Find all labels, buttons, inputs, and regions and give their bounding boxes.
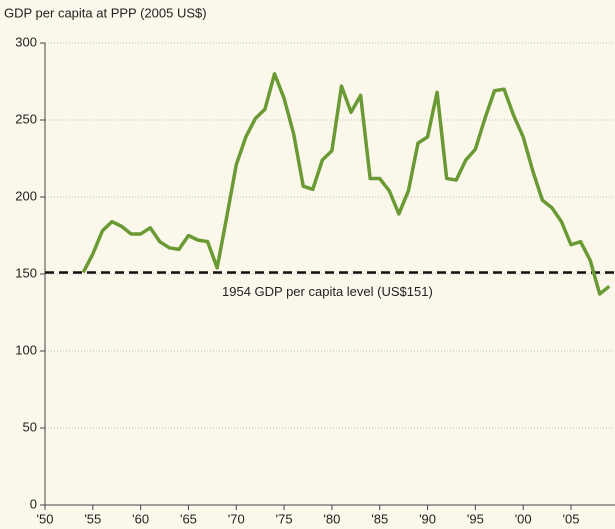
x-tick-label: '05 <box>563 511 580 526</box>
x-tick-label: '80 <box>323 511 340 526</box>
y-tick-label: 0 <box>30 496 37 511</box>
y-axis-label: GDP per capita at PPP (2005 US$) <box>4 5 207 20</box>
x-tick-label: '55 <box>84 511 101 526</box>
x-tick-label: '70 <box>228 511 245 526</box>
x-tick-label: '50 <box>37 511 54 526</box>
y-tick-label: 200 <box>15 188 37 203</box>
y-tick-label: 300 <box>15 34 37 49</box>
y-tick-label: 150 <box>15 265 37 280</box>
annotation: 1954 GDP per capita level (US$151) <box>222 284 433 299</box>
x-tick-label: '60 <box>132 511 149 526</box>
x-tick-label: '85 <box>371 511 388 526</box>
x-tick-label: '00 <box>515 511 532 526</box>
x-tick-label: '75 <box>276 511 293 526</box>
x-tick-label: '65 <box>180 511 197 526</box>
x-tick-label: '90 <box>419 511 436 526</box>
data-line <box>81 72 611 296</box>
y-tick-label: 50 <box>23 419 37 434</box>
y-tick-label: 250 <box>15 111 37 126</box>
y-tick-label: 100 <box>15 342 37 357</box>
x-tick-label: '95 <box>467 511 484 526</box>
